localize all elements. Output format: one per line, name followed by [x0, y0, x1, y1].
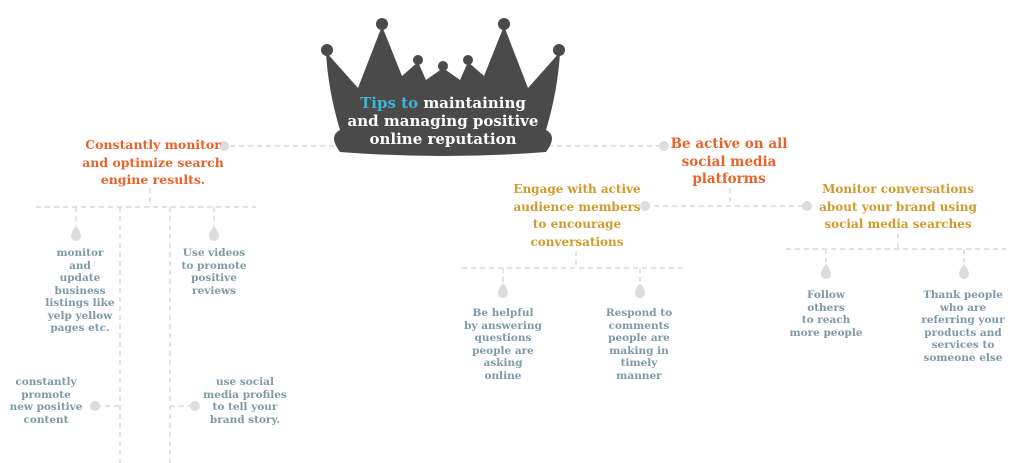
leaf-monitor-listings: monitor and update business listings lik… [45, 247, 115, 334]
leaf-social-profiles: use social media profiles to tell your b… [203, 376, 287, 426]
monitor-heading: Monitor conversations about your brand u… [819, 182, 977, 231]
junction-dot-left [219, 141, 229, 151]
crown-icon [321, 18, 565, 156]
title-line2: and managing positive [347, 112, 539, 130]
engage-heading: Engage with active audience members to e… [513, 182, 641, 249]
title-accent: Tips to [360, 94, 419, 112]
leaf-use-videos: Use videos to promote positive reviews [181, 247, 247, 297]
junction-dot-monitor [802, 201, 812, 211]
junction-dot-social [190, 401, 200, 411]
junction-dot-engage [640, 201, 650, 211]
leaf-respond: Respond to comments people are making in… [605, 307, 673, 382]
pin-icon [635, 283, 645, 298]
junction-dot-promote [90, 401, 100, 411]
left-branch-heading: Constantly monitor and optimize search e… [82, 137, 224, 187]
pin-icon [498, 283, 508, 298]
pin-icon [959, 264, 969, 279]
title-line1: maintaining [423, 94, 526, 112]
right-branch-heading: Be active on all social media platforms [670, 136, 788, 187]
junction-dot-right [659, 141, 669, 151]
page-title: Tips to maintaining and managing positiv… [340, 94, 546, 148]
leaf-be-helpful: Be helpful by answering questions people… [464, 307, 542, 382]
title-line3: online reputation [369, 130, 517, 148]
leaf-follow: Follow others to reach more people [789, 289, 863, 339]
leaf-promote-content: constantly promote new positive content [9, 376, 83, 426]
pin-icon [71, 226, 81, 241]
pin-icon [821, 264, 831, 279]
leaf-thank: Thank people who are referring your prod… [921, 289, 1005, 364]
pin-icon [209, 226, 219, 241]
